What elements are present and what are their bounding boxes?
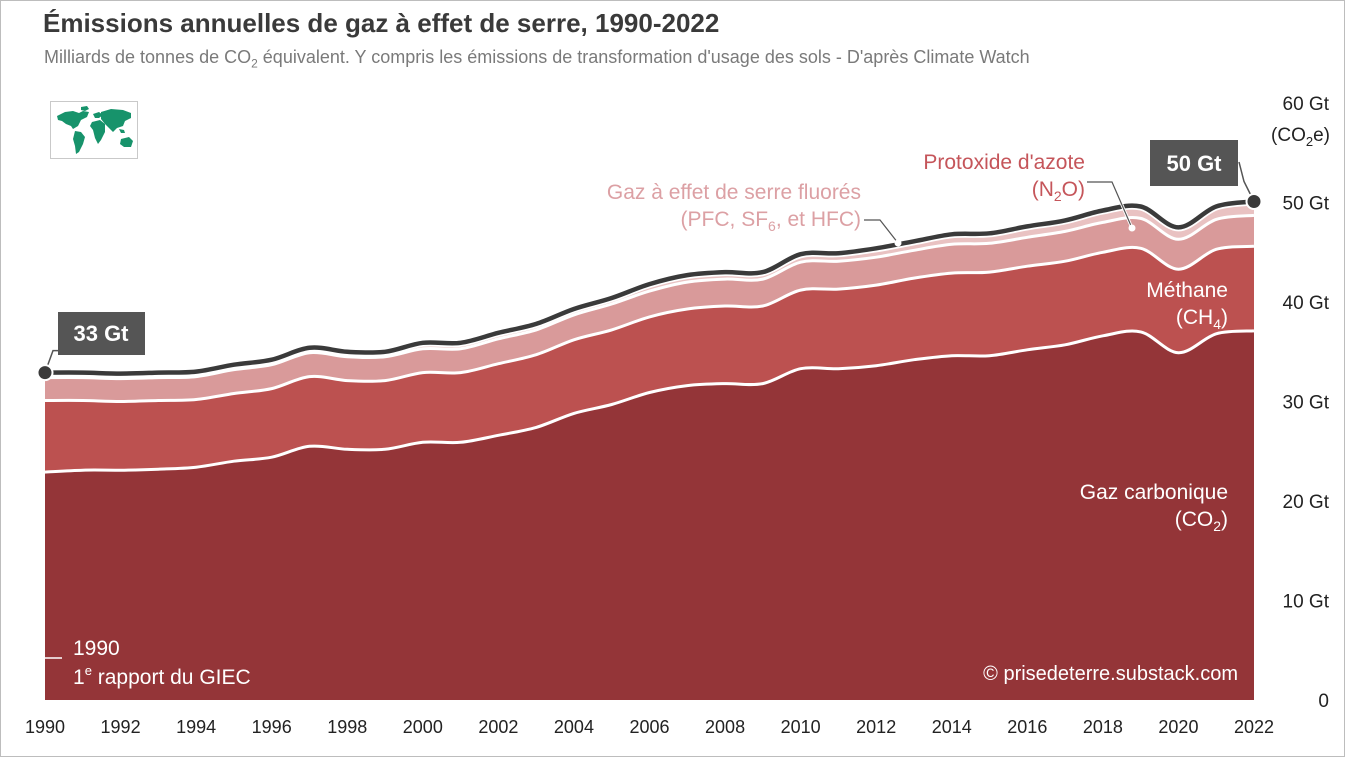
x-tick-label: 1990	[25, 717, 65, 737]
end-badge-box	[1150, 140, 1238, 186]
label-ch4-name: Méthane	[1146, 279, 1228, 302]
start-point-marker	[36, 364, 54, 382]
x-tick-label: 1992	[101, 717, 141, 737]
label-fgas-formula: (PFC, SF6, et HFC)	[681, 208, 861, 234]
x-tick-label: 2008	[705, 717, 745, 737]
label-fgas-name: Gaz à effet de serre fluorés	[607, 181, 861, 204]
label-co2-formula: (CO2)	[1175, 508, 1228, 534]
label-ch4-formula: (CH4)	[1176, 306, 1228, 332]
y-tick-label: 30 Gt	[1283, 393, 1330, 414]
subtitle-subscript: 2	[251, 56, 258, 71]
x-tick-label: 1996	[252, 717, 292, 737]
x-tick-label: 2002	[478, 717, 518, 737]
x-tick-label: 2016	[1007, 717, 1047, 737]
n2o-leader-line	[1087, 181, 1133, 229]
x-tick-label: 2020	[1158, 717, 1198, 737]
fgas-leader-dot	[894, 239, 902, 247]
start-badge-label: 33 Gt	[73, 321, 129, 346]
label-n2o-name: Protoxide d'azote	[923, 151, 1085, 174]
label-n2o-formula: (N2O)	[1032, 178, 1085, 204]
boundary-n2o	[44, 213, 1255, 381]
area-co2	[45, 330, 1254, 700]
n2o-leader-dot	[1128, 224, 1136, 232]
start-badge-box	[58, 312, 145, 355]
y-tick-label: 60 Gt	[1283, 94, 1330, 115]
y-tick-label: 10 Gt	[1283, 592, 1330, 613]
total-emissions-line	[44, 199, 1255, 376]
chart-title: Émissions annuelles de gaz à effet de se…	[43, 8, 720, 38]
x-tick-label: 2004	[554, 717, 594, 737]
axes: 1990 1992 1994 1996 1998 2000 2002 2004 2006 2008…	[25, 94, 1330, 737]
end-point-marker	[1245, 193, 1263, 211]
x-tick-label: 1998	[327, 717, 367, 737]
x-tick-label: 2022	[1234, 717, 1274, 737]
x-tick-label: 2006	[629, 717, 669, 737]
credit-text: © prisedeterre.substack.com	[983, 663, 1238, 685]
series-boundaries	[44, 197, 1255, 474]
series-areas	[45, 201, 1254, 701]
x-tick-label: 2012	[856, 717, 896, 737]
world-map-icon	[50, 101, 138, 159]
annotations: 33 Gt 50 Gt 1990 1e rapport du GIEC © prised…	[36, 140, 1263, 689]
x-tick-label: 2000	[403, 717, 443, 737]
boundary-ch4	[44, 244, 1255, 404]
y-axis-unit: (CO2e)	[1271, 125, 1330, 149]
boundary-co2	[44, 329, 1255, 474]
y-tick-label: 0	[1318, 691, 1329, 712]
chart-subtitle: Milliards de tonnes de CO2 équivalent. Y…	[44, 47, 1030, 71]
x-tick-label: 2018	[1083, 717, 1123, 737]
x-tick-label: 2014	[932, 717, 972, 737]
y-tick-label: 50 Gt	[1283, 194, 1330, 215]
label-co2-name: Gaz carbonique	[1080, 481, 1228, 504]
fgas-leader-line	[864, 219, 899, 244]
note-year: 1990	[73, 637, 120, 660]
series-labels: Gaz carbonique (CO2) Méthane (CH4) Protoxide…	[607, 151, 1228, 534]
y-tick-label: 20 Gt	[1283, 492, 1330, 513]
subtitle-text: Milliards de tonnes de CO	[44, 47, 252, 67]
note-ipcc-report: 1e rapport du GIEC	[73, 663, 251, 689]
subtitle-text-rest: équivalent. Y compris les émissions de t…	[257, 47, 1030, 67]
end-badge-label: 50 Gt	[1166, 151, 1222, 176]
y-tick-label: 40 Gt	[1283, 293, 1330, 314]
x-tick-label: 2010	[781, 717, 821, 737]
x-tick-label: 1994	[176, 717, 216, 737]
